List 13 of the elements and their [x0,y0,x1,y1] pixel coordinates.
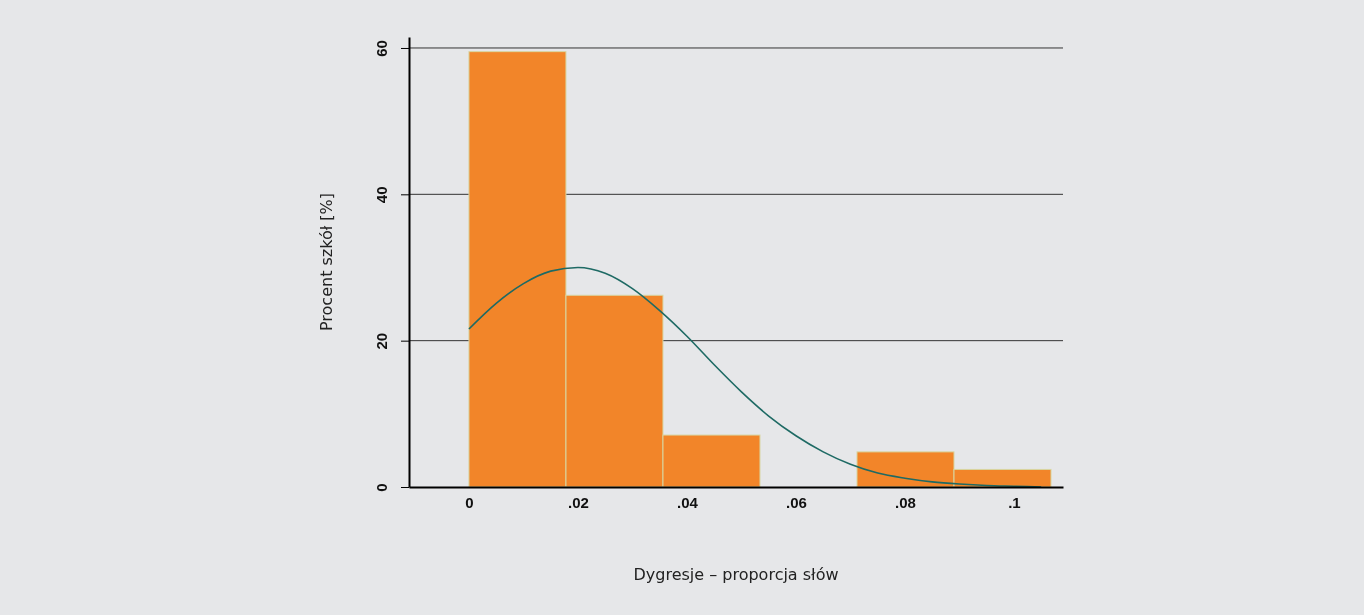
x-tick-label: .02 [568,494,589,511]
x-axis-title: Dygresje – proporcja słów [633,565,839,584]
x-tick-label: .1 [1008,494,1021,511]
y-axis-title: Procent szkół [%] [317,192,336,332]
y-tick-label: 0 [373,483,390,492]
y-tick-label: 60 [373,40,390,57]
x-tick-label: .06 [786,494,807,511]
y-tick-label: 40 [373,186,390,204]
y-tick-label: 20 [373,332,390,350]
x-tick-label: .04 [677,494,699,511]
line-series [468,266,1042,488]
x-tick-label: .08 [895,494,916,511]
x-tick-label: 0 [465,494,474,511]
